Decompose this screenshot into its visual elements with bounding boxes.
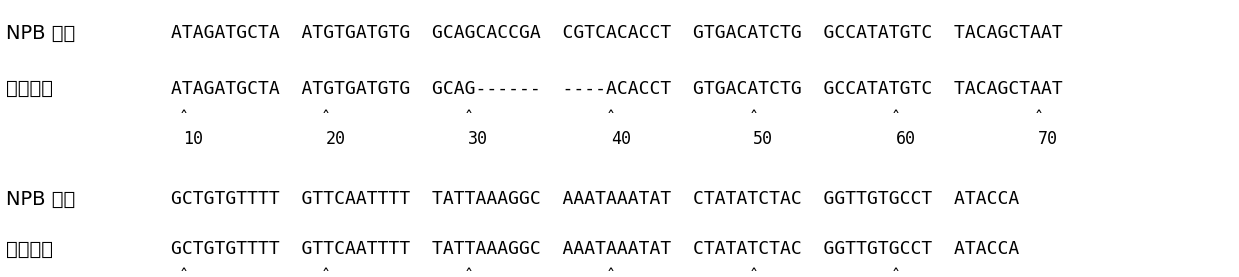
Text: ˆ: ˆ	[1033, 110, 1043, 128]
Text: 20: 20	[326, 130, 346, 147]
Text: GCTGTGTTTT  GTTCAATTTT  TATTAAAGGC  AAATAAATAT  CTATATCTAC  GGTTGTGCCT  ATACCA: GCTGTGTTTT GTTCAATTTT TATTAAAGGC AAATAAA…	[171, 191, 1020, 208]
Text: ˆ: ˆ	[748, 110, 758, 128]
Text: ˆ: ˆ	[891, 268, 901, 277]
Text: ˆ: ˆ	[606, 110, 616, 128]
Text: 特青序列: 特青序列	[6, 79, 53, 98]
Text: NPB 序列: NPB 序列	[6, 190, 76, 209]
Text: 40: 40	[611, 130, 631, 147]
Text: 50: 50	[753, 130, 773, 147]
Text: ATAGATGCTA  ATGTGATGTG  GCAGCACCGA  CGTCACACCT  GTGACATCTG  GCCATATGTC  TACAGCTA: ATAGATGCTA ATGTGATGTG GCAGCACCGA CGTCACA…	[171, 24, 1063, 42]
Text: 特青序列: 特青序列	[6, 240, 53, 259]
Text: GCTGTGTTTT  GTTCAATTTT  TATTAAAGGC  AAATAAATAT  CTATATCTAC  GGTTGTGCCT  ATACCA: GCTGTGTTTT GTTCAATTTT TATTAAAGGC AAATAAA…	[171, 240, 1020, 258]
Text: ˆ: ˆ	[463, 110, 473, 128]
Text: ˆ: ˆ	[748, 268, 758, 277]
Text: ˆ: ˆ	[178, 110, 188, 128]
Text: ˆ: ˆ	[606, 268, 616, 277]
Text: ATAGATGCTA  ATGTGATGTG  GCAG------  ----ACACCT  GTGACATCTG  GCCATATGTC  TACAGCTA: ATAGATGCTA ATGTGATGTG GCAG------ ----ACA…	[171, 80, 1063, 98]
Text: NPB 序列: NPB 序列	[6, 24, 76, 43]
Text: ˆ: ˆ	[321, 110, 331, 128]
Text: ˆ: ˆ	[178, 268, 188, 277]
Text: ˆ: ˆ	[891, 110, 901, 128]
Text: 60: 60	[896, 130, 916, 147]
Text: 10: 10	[183, 130, 203, 147]
Text: 70: 70	[1038, 130, 1058, 147]
Text: 30: 30	[468, 130, 488, 147]
Text: ˆ: ˆ	[463, 268, 473, 277]
Text: ˆ: ˆ	[321, 268, 331, 277]
